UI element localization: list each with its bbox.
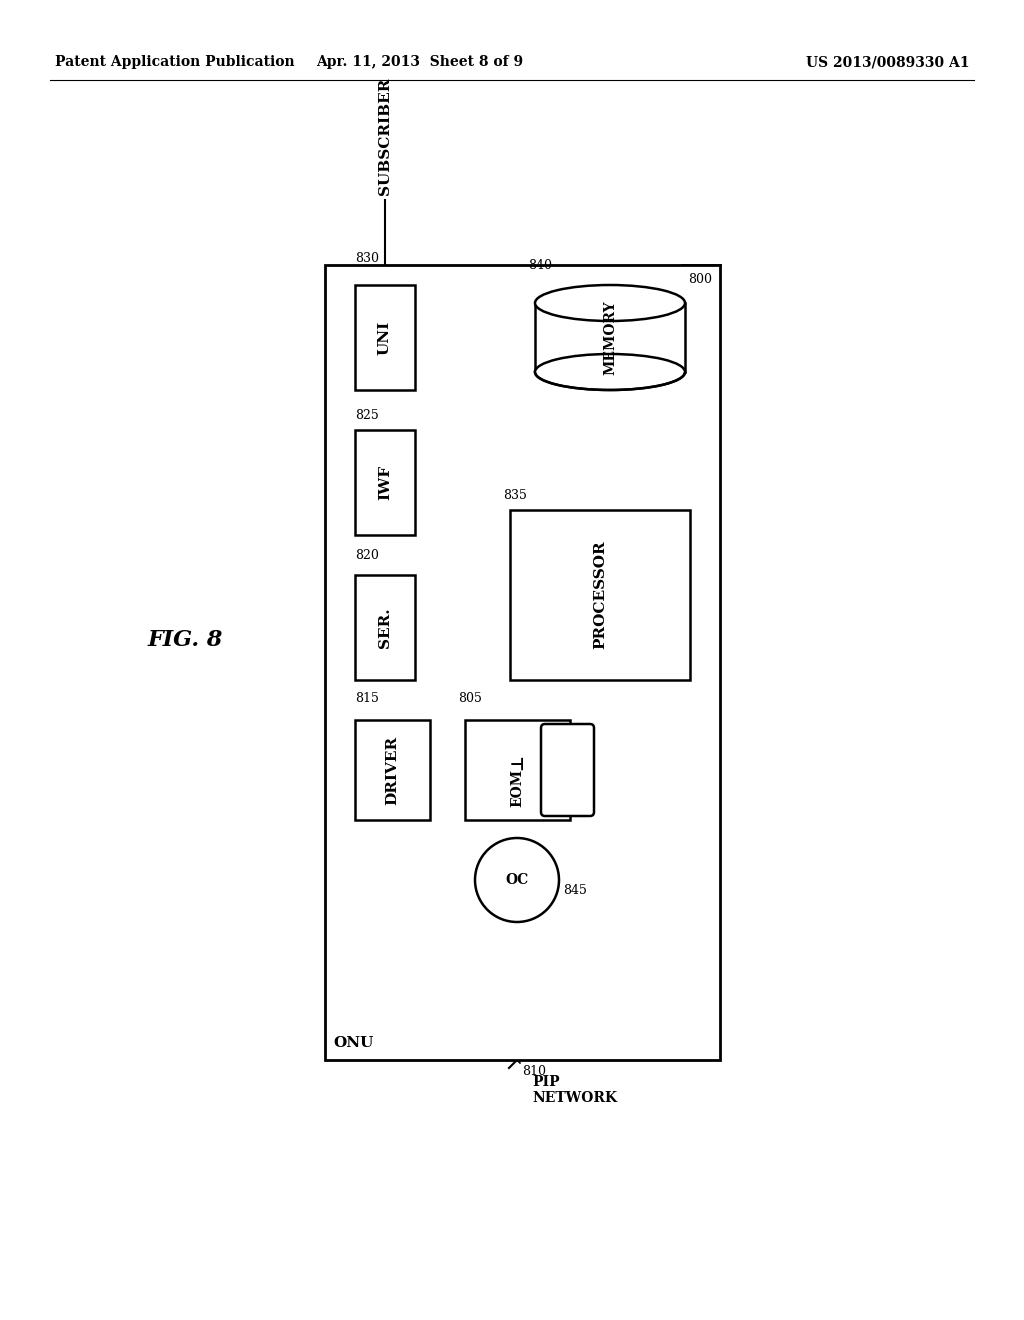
Text: OC: OC [506, 873, 528, 887]
Circle shape [475, 838, 559, 921]
Text: SUBSCRIBER: SUBSCRIBER [378, 78, 392, 195]
Bar [535, 304, 685, 372]
Text: IWF: IWF [378, 465, 392, 500]
Bar [355, 719, 430, 820]
FancyBboxPatch shape [541, 723, 594, 816]
Text: Apr. 11, 2013  Sheet 8 of 9: Apr. 11, 2013 Sheet 8 of 9 [316, 55, 523, 69]
Text: EOM: EOM [511, 770, 524, 807]
Bar [355, 576, 415, 680]
Text: 810: 810 [522, 1065, 546, 1078]
Text: SER.: SER. [378, 607, 392, 648]
Text: FIG. 8: FIG. 8 [147, 630, 222, 651]
Text: US 2013/0089330 A1: US 2013/0089330 A1 [807, 55, 970, 69]
Bar [325, 265, 720, 1060]
Text: 825: 825 [355, 409, 379, 422]
Text: 845: 845 [563, 883, 587, 896]
Text: ONU: ONU [333, 1036, 374, 1049]
Ellipse shape [535, 354, 685, 389]
Ellipse shape [535, 285, 685, 321]
Text: 830: 830 [355, 252, 379, 265]
Bar [465, 719, 570, 820]
Text: DRIVER: DRIVER [385, 735, 399, 805]
Text: UNI: UNI [378, 321, 392, 355]
Text: 840: 840 [528, 259, 552, 272]
Bar [510, 510, 690, 680]
Text: 815: 815 [355, 692, 379, 705]
Text: PROCESSOR: PROCESSOR [593, 541, 607, 649]
Text: 800: 800 [688, 273, 712, 286]
Text: ⊥: ⊥ [509, 754, 526, 770]
Text: 835: 835 [503, 488, 527, 502]
Text: Patent Application Publication: Patent Application Publication [55, 55, 295, 69]
Text: MEMORY: MEMORY [603, 300, 617, 375]
Bar [355, 430, 415, 535]
Text: PIP
NETWORK: PIP NETWORK [532, 1074, 617, 1105]
Text: 805: 805 [458, 692, 482, 705]
Bar [355, 285, 415, 389]
Text: 820: 820 [355, 549, 379, 562]
